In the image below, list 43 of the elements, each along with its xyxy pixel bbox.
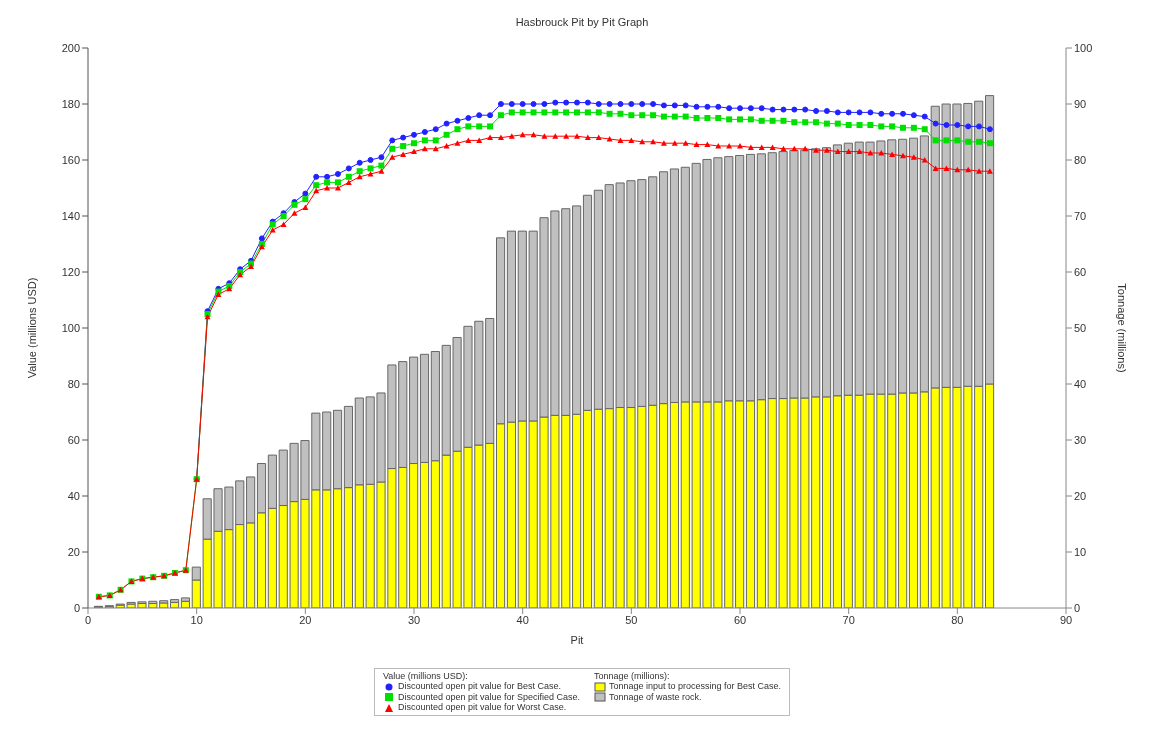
y2-tick-label: 80	[1074, 153, 1087, 166]
y-tick-label: 160	[61, 153, 80, 166]
legend-label: Discounted open pit value for Specified Case.	[396, 691, 580, 703]
x-tick-label: 70	[842, 613, 855, 626]
chart-title: Hasbrouck Pit by Pit Graph	[515, 16, 649, 28]
x-tick-label: 40	[516, 613, 529, 626]
y-tick-label: 120	[61, 265, 80, 278]
x-tick-label: 30	[407, 613, 421, 626]
legend-label: Discounted open pit value for Worst Case.	[396, 702, 568, 713]
y2-tick-label: 60	[1074, 265, 1087, 278]
y2-tick-label: 50	[1074, 321, 1087, 334]
y-tick-label: 140	[61, 209, 80, 222]
y2-tick-label: 20	[1074, 489, 1087, 502]
x-axis-title: Pit	[570, 634, 584, 646]
y-tick-label: 60	[67, 433, 80, 446]
text: Tonnage (millions):	[594, 671, 671, 681]
x-tick-label: 20	[299, 613, 312, 626]
y2-tick-label: 70	[1074, 209, 1087, 222]
x-tick-label: 50	[625, 613, 638, 626]
y-tick-label: 180	[61, 97, 80, 110]
y2-tick-label: 0	[1074, 601, 1081, 614]
y-tick-label: 20	[67, 545, 80, 558]
y-tick-label: 40	[67, 489, 80, 502]
y-tick-label: 100	[61, 321, 80, 334]
y-tick-label: 80	[67, 377, 80, 390]
y2-axis-title: Tonnage (millions)	[1116, 283, 1129, 373]
x-tick-label: 90	[1059, 613, 1073, 626]
legend-label: Discounted open pit value for Best Case.	[396, 681, 562, 692]
legend-label: Tonnage of waste rock.	[608, 691, 703, 703]
y2-tick-label: 10	[1074, 545, 1087, 558]
legend-label: Tonnage input to processing for Best Case.	[608, 681, 782, 692]
y2-tick-label: 100	[1074, 41, 1093, 54]
y2-tick-label: 40	[1074, 377, 1087, 390]
y-axis-title: Value (millions USD)	[25, 277, 38, 379]
x-tick-label: 0	[84, 613, 92, 626]
x-tick-label: 80	[951, 613, 964, 626]
y-tick-label: 0	[73, 601, 80, 614]
text: Value (millions USD):	[382, 671, 469, 681]
x-tick-label: 60	[733, 613, 747, 626]
y2-tick-label: 30	[1074, 433, 1087, 446]
y-tick-label: 200	[61, 41, 80, 54]
y2-tick-label: 90	[1074, 97, 1087, 110]
x-tick-label: 10	[190, 613, 203, 626]
